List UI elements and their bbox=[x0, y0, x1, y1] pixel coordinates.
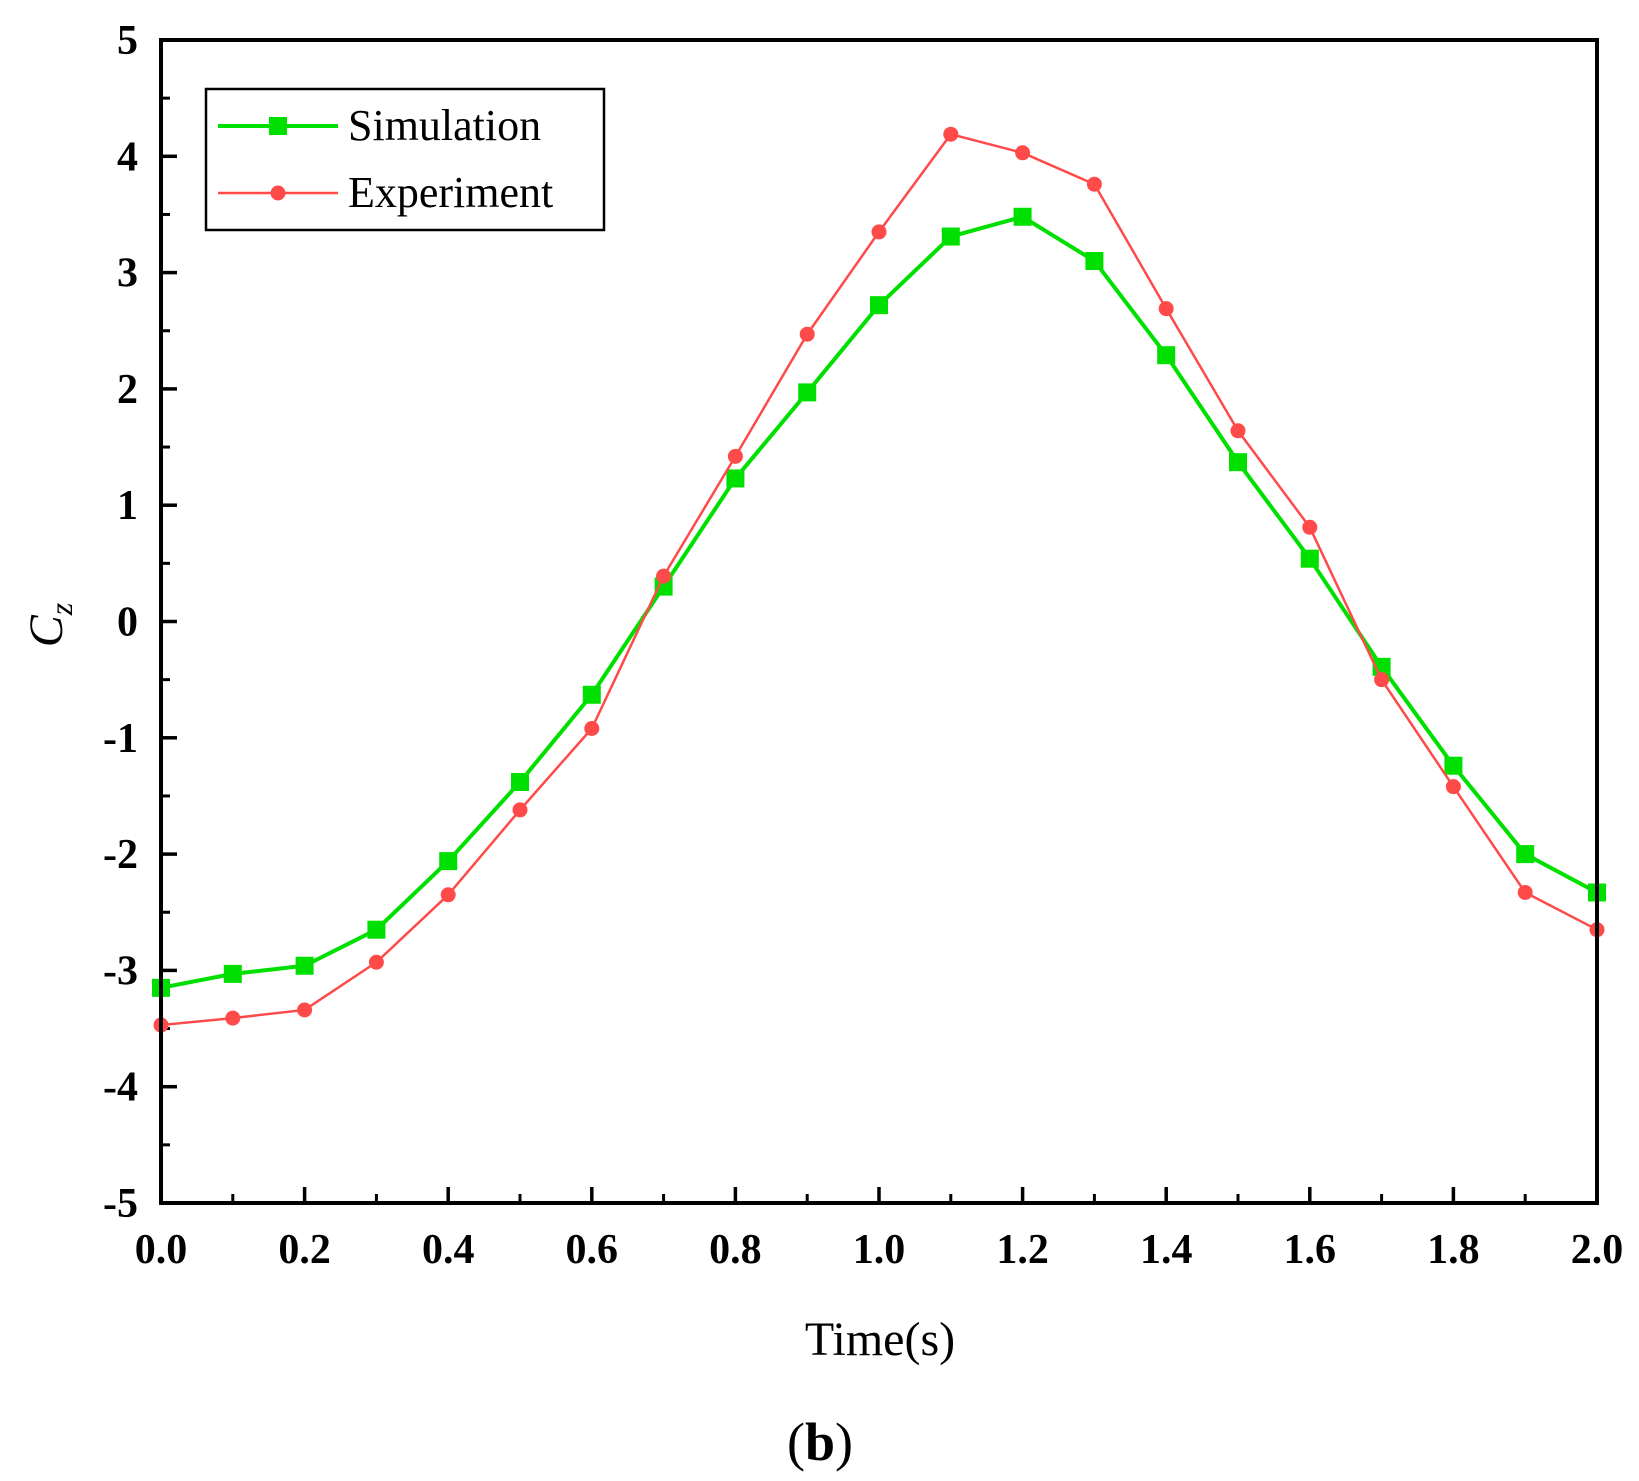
data-point-simulation bbox=[1516, 845, 1535, 864]
legend-entry-experiment: Experiment bbox=[218, 168, 553, 217]
data-point-simulation bbox=[295, 956, 314, 975]
data-point-simulation bbox=[582, 685, 601, 704]
panel-label-close: ) bbox=[835, 1412, 853, 1472]
x-tick-label: 2.0 bbox=[1571, 1227, 1624, 1273]
legend-entries: Simulation Experiment bbox=[218, 101, 553, 217]
data-point-experiment bbox=[943, 126, 959, 142]
series-experiment bbox=[153, 126, 1605, 1033]
data-point-simulation bbox=[367, 920, 386, 939]
legend-entry-simulation: Simulation bbox=[218, 101, 541, 150]
data-point-experiment bbox=[584, 720, 600, 736]
data-point-simulation bbox=[511, 772, 529, 791]
series-layer bbox=[152, 126, 1606, 1033]
x-tick-label: 1.8 bbox=[1427, 1227, 1480, 1273]
y-tick-label: -4 bbox=[103, 1065, 138, 1111]
data-point-experiment bbox=[1015, 145, 1031, 161]
x-tick-label: 0.6 bbox=[566, 1227, 619, 1273]
data-point-simulation bbox=[439, 852, 458, 871]
y-tick-label: -3 bbox=[103, 948, 138, 994]
data-point-simulation bbox=[726, 469, 745, 488]
y-tick-label: 5 bbox=[117, 18, 138, 64]
x-tick-label: 0.4 bbox=[422, 1227, 475, 1273]
data-point-experiment bbox=[656, 568, 672, 584]
data-point-experiment bbox=[368, 954, 384, 970]
x-tick-label: 1.4 bbox=[1140, 1227, 1193, 1273]
x-tick-label: 1.0 bbox=[853, 1227, 906, 1273]
y-tick-label: 2 bbox=[117, 367, 138, 413]
data-point-experiment bbox=[297, 1002, 313, 1018]
panel-label-open: ( bbox=[787, 1412, 805, 1472]
axis-tick-labels: 0.0 0.2 0.4 0.6 0.8 1.0 1.2 1.4 1.6 1.8 2.0 5 4 3 2 1 0 -… bbox=[103, 18, 1623, 1273]
data-point-simulation bbox=[1085, 251, 1104, 270]
data-point-experiment bbox=[1086, 176, 1102, 192]
y-tick-label: 4 bbox=[117, 134, 138, 180]
data-point-simulation bbox=[223, 964, 242, 983]
legend-box bbox=[204, 87, 606, 232]
y-axis-title-subscript: z bbox=[43, 602, 79, 616]
data-point-experiment bbox=[1517, 884, 1533, 900]
y-axis-title: Cz bbox=[20, 602, 79, 647]
legend: Simulation Experiment bbox=[204, 87, 606, 232]
data-point-simulation bbox=[941, 227, 960, 246]
legend-label: Simulation bbox=[348, 101, 541, 150]
y-tick-label: 1 bbox=[117, 483, 138, 529]
data-point-experiment bbox=[727, 448, 743, 464]
data-point-experiment bbox=[1302, 519, 1318, 535]
x-tick-label: 0.0 bbox=[135, 1227, 188, 1273]
series-simulation bbox=[152, 207, 1606, 997]
plot-frame bbox=[159, 38, 1599, 1205]
legend-swatch-marker bbox=[269, 117, 287, 135]
data-point-simulation bbox=[1444, 756, 1463, 775]
panel-label-letter: b bbox=[805, 1412, 835, 1472]
y-axis-title-main: C bbox=[20, 614, 73, 647]
data-point-experiment bbox=[799, 326, 815, 342]
data-point-experiment bbox=[1374, 672, 1390, 688]
data-point-simulation bbox=[1229, 453, 1247, 472]
data-point-experiment bbox=[512, 802, 528, 818]
legend-label: Experiment bbox=[348, 168, 553, 217]
data-point-experiment bbox=[1230, 423, 1246, 439]
series-line-simulation bbox=[160, 214, 1598, 990]
data-point-simulation bbox=[1013, 207, 1032, 226]
y-tick-label: 0 bbox=[117, 600, 138, 646]
x-tick-label: 1.2 bbox=[996, 1227, 1049, 1273]
legend-swatch-marker bbox=[270, 185, 286, 201]
data-point-experiment bbox=[225, 1010, 241, 1026]
data-point-experiment bbox=[1158, 301, 1174, 317]
series-line-experiment bbox=[160, 132, 1598, 1027]
x-axis-title: Time(s) bbox=[805, 1313, 955, 1366]
data-point-simulation bbox=[870, 296, 888, 315]
x-tick-label: 0.2 bbox=[278, 1227, 331, 1273]
data-point-experiment bbox=[1445, 779, 1461, 795]
data-point-experiment bbox=[871, 224, 887, 240]
data-point-simulation bbox=[1300, 549, 1319, 568]
x-tick-label: 1.6 bbox=[1284, 1227, 1337, 1273]
data-point-simulation bbox=[1157, 346, 1176, 365]
y-tick-label: -5 bbox=[103, 1181, 138, 1227]
data-point-experiment bbox=[440, 887, 456, 903]
x-tick-label: 0.8 bbox=[709, 1227, 762, 1273]
panel-label: (b) bbox=[787, 1412, 853, 1472]
data-point-simulation bbox=[798, 383, 817, 402]
y-tick-label: 3 bbox=[117, 251, 138, 297]
y-tick-label: -1 bbox=[103, 716, 138, 762]
y-tick-label: -2 bbox=[103, 832, 138, 878]
